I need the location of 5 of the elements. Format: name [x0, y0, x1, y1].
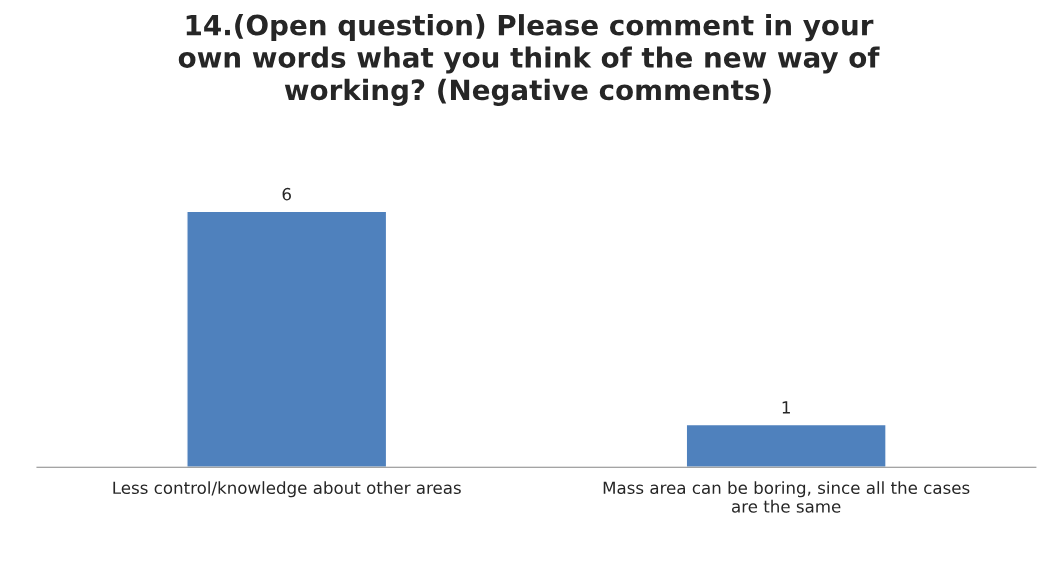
chart-title: 14.(Open question) Please comment in your own words what you think of the new way of working? (Negative comments) [178, 14, 880, 106]
x-tick-label: Less control/knowledge about other areas [113, 481, 461, 498]
data-label: 6 [282, 187, 291, 201]
x-tick-label: Mass area can be boring, since all the cases are the same [603, 481, 970, 513]
data-label: 1 [782, 401, 790, 414]
